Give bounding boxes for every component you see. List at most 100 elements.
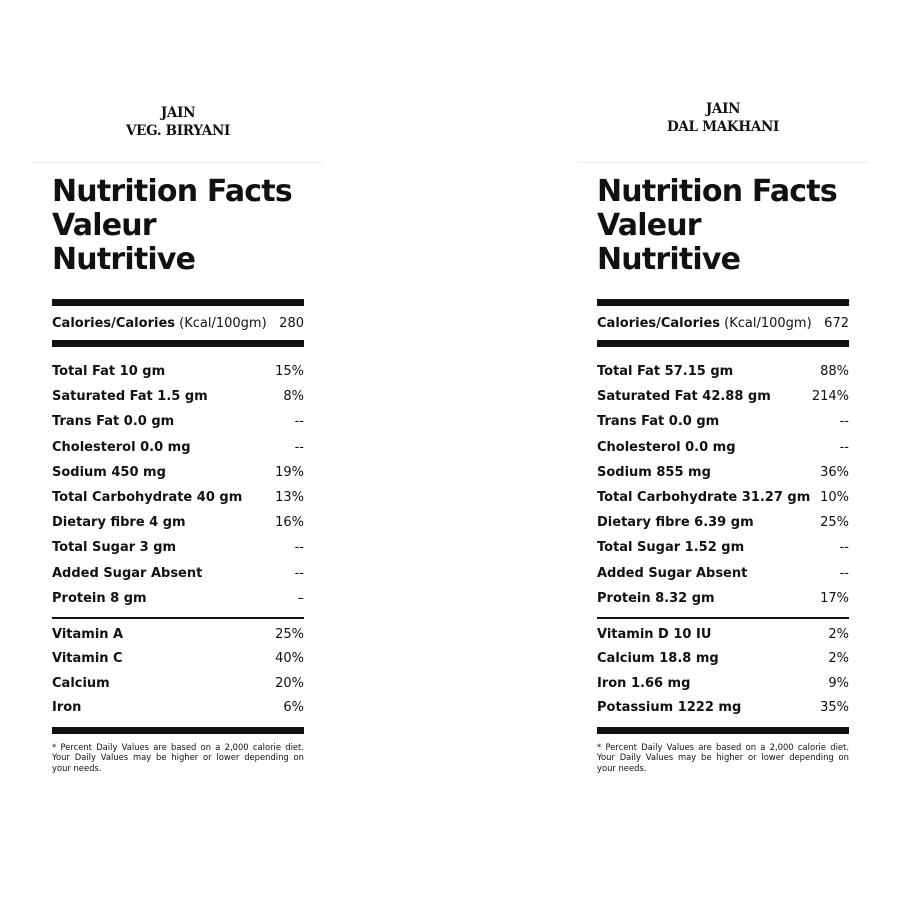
daily-value-percent: 17%: [820, 590, 849, 606]
nutrient-name: Vitamin D 10 IU: [597, 626, 712, 642]
nutrient-row: Trans Fat 0.0 gm --: [597, 409, 849, 434]
title-english: Nutrition Facts: [52, 174, 293, 209]
daily-value-percent: --: [294, 439, 304, 455]
vitamin-row: Calcium 18.8 mg 2%: [597, 647, 849, 672]
dish-line1: JAIN: [160, 105, 196, 121]
calories-label: Calories/Calories: [52, 315, 175, 331]
nutrient-name: Total Carbohydrate 40 gm: [52, 489, 243, 505]
daily-value-percent: --: [839, 414, 849, 430]
dish-name: JAIN DAL MAKHANI: [578, 100, 868, 146]
daily-value-percent: 10%: [820, 489, 849, 505]
calories-row: Calories/Calories (Kcal/100gm) 280: [52, 306, 304, 340]
calories-label: Calories/Calories: [597, 315, 720, 331]
vitamin-list: Vitamin A 25% Vitamin C 40% Calcium 20% Iron 6%: [52, 623, 304, 721]
dish-name: JAIN VEG. BIRYANI: [33, 100, 323, 146]
thin-rule: [597, 616, 849, 619]
nutrient-name: Cholesterol 0.0 mg: [597, 439, 736, 455]
nutrient-row: Saturated Fat 42.88 gm 214%: [597, 384, 849, 409]
nutrient-row: Sodium 855 mg 36%: [597, 460, 849, 485]
title-french: Valeur Nutritive: [52, 208, 196, 277]
thick-rule: [52, 299, 304, 306]
nutrient-name: Vitamin C: [52, 651, 123, 667]
nutrient-list: Total Fat 57.15 gm 88% Saturated Fat 42.88…: [597, 359, 849, 611]
dish-line2: DAL MAKHANI: [666, 119, 780, 135]
nutrition-panel-dal-makhani: JAIN DAL MAKHANI Nutrition Facts Valeur …: [578, 100, 868, 773]
nutrient-name: Added Sugar Absent: [52, 565, 203, 581]
vitamin-row: Potassium 1222 mg 35%: [597, 696, 849, 721]
daily-value-percent: 6%: [283, 700, 304, 716]
daily-value-percent: 2%: [828, 626, 849, 642]
nutrient-name: Dietary fibre 6.39 gm: [597, 515, 754, 531]
thick-rule: [52, 726, 304, 734]
nutrient-row: Protein 8.32 gm 17%: [597, 586, 849, 611]
calories-value: 672: [824, 315, 849, 331]
divider: [33, 162, 323, 163]
nutrient-name: Total Fat 57.15 gm: [597, 364, 734, 379]
nutrient-name: Vitamin A: [52, 626, 124, 642]
nutrient-name: Added Sugar Absent: [597, 565, 748, 581]
daily-value-percent: 36%: [820, 464, 849, 480]
nutrient-name: Sodium 855 mg: [597, 464, 711, 480]
daily-value-percent: 25%: [275, 626, 304, 642]
nutrient-name: Iron 1.66 mg: [597, 675, 691, 691]
vitamin-row: Calcium 20%: [52, 672, 304, 697]
nutrient-name: Cholesterol 0.0 mg: [52, 439, 191, 455]
daily-value-percent: --: [839, 439, 849, 455]
nutrient-row: Total Carbohydrate 31.27 gm 10%: [597, 485, 849, 510]
thick-rule: [597, 726, 849, 734]
daily-value-percent: 8%: [283, 389, 304, 405]
footnote: * Percent Daily Values are based on a 2,…: [52, 741, 304, 773]
nutrient-row: Cholesterol 0.0 mg --: [52, 435, 304, 460]
thick-rule: [52, 340, 304, 347]
nutrient-row: Protein 8 gm –: [52, 586, 304, 611]
nutrient-name: Trans Fat 0.0 gm: [597, 414, 720, 430]
thin-rule: [52, 616, 304, 619]
nutrition-panel-veg-biryani: JAIN VEG. BIRYANI Nutrition Facts Valeur…: [33, 100, 323, 773]
nutrient-name: Calcium: [52, 675, 110, 691]
calories-unit: (Kcal/100gm): [724, 315, 812, 331]
title-english: Nutrition Facts: [597, 174, 838, 209]
daily-value-percent: 20%: [275, 675, 304, 691]
nutrient-name: Total Sugar 3 gm: [52, 540, 177, 556]
nutrient-row: Sodium 450 mg 19%: [52, 460, 304, 485]
nutrition-label: Nutrition Facts Valeur Nutritive Calorie…: [52, 175, 304, 773]
label-title: Nutrition Facts Valeur Nutritive: [597, 175, 849, 277]
nutrient-row: Total Sugar 3 gm --: [52, 535, 304, 560]
dish-line1: JAIN: [705, 101, 741, 117]
nutrient-row: Added Sugar Absent --: [52, 561, 304, 586]
nutrient-row: Trans Fat 0.0 gm --: [52, 409, 304, 434]
daily-value-percent: 16%: [275, 515, 304, 531]
daily-value-percent: 25%: [820, 515, 849, 531]
daily-value-percent: 15%: [275, 364, 304, 379]
daily-value-percent: 13%: [275, 489, 304, 505]
daily-value-percent: --: [294, 540, 304, 556]
daily-value-percent: 9%: [828, 675, 849, 691]
nutrient-name: Saturated Fat 42.88 gm: [597, 389, 771, 405]
daily-value-percent: --: [839, 540, 849, 556]
calories-unit: (Kcal/100gm): [179, 315, 267, 331]
nutrient-row: Saturated Fat 1.5 gm 8%: [52, 384, 304, 409]
nutrient-name: Saturated Fat 1.5 gm: [52, 389, 208, 405]
daily-value-percent: 214%: [811, 389, 849, 405]
nutrient-row: Total Sugar 1.52 gm --: [597, 535, 849, 560]
daily-value-percent: 88%: [820, 364, 849, 379]
calories-row: Calories/Calories (Kcal/100gm) 672: [597, 306, 849, 340]
daily-value-percent: --: [294, 565, 304, 581]
nutrient-name: Trans Fat 0.0 gm: [52, 414, 175, 430]
nutrient-name: Iron: [52, 700, 82, 716]
nutrient-name: Calcium 18.8 mg: [597, 651, 719, 667]
calories-value: 280: [279, 315, 304, 331]
daily-value-percent: --: [839, 565, 849, 581]
nutrient-row: Total Carbohydrate 40 gm 13%: [52, 485, 304, 510]
vitamin-row: Iron 1.66 mg 9%: [597, 672, 849, 697]
vitamin-row: Vitamin C 40%: [52, 647, 304, 672]
daily-value-percent: 40%: [275, 651, 304, 667]
vitamin-list: Vitamin D 10 IU 2% Calcium 18.8 mg 2% Iron 1…: [597, 623, 849, 721]
title-french: Valeur Nutritive: [597, 208, 741, 277]
daily-value-percent: 2%: [828, 651, 849, 667]
nutrient-name: Total Sugar 1.52 gm: [597, 540, 745, 556]
nutrient-row: Total Fat 10 gm 15%: [52, 359, 304, 384]
nutrient-name: Total Carbohydrate 31.27 gm: [597, 489, 811, 505]
daily-value-percent: 19%: [275, 464, 304, 480]
vitamin-row: Iron 6%: [52, 696, 304, 721]
